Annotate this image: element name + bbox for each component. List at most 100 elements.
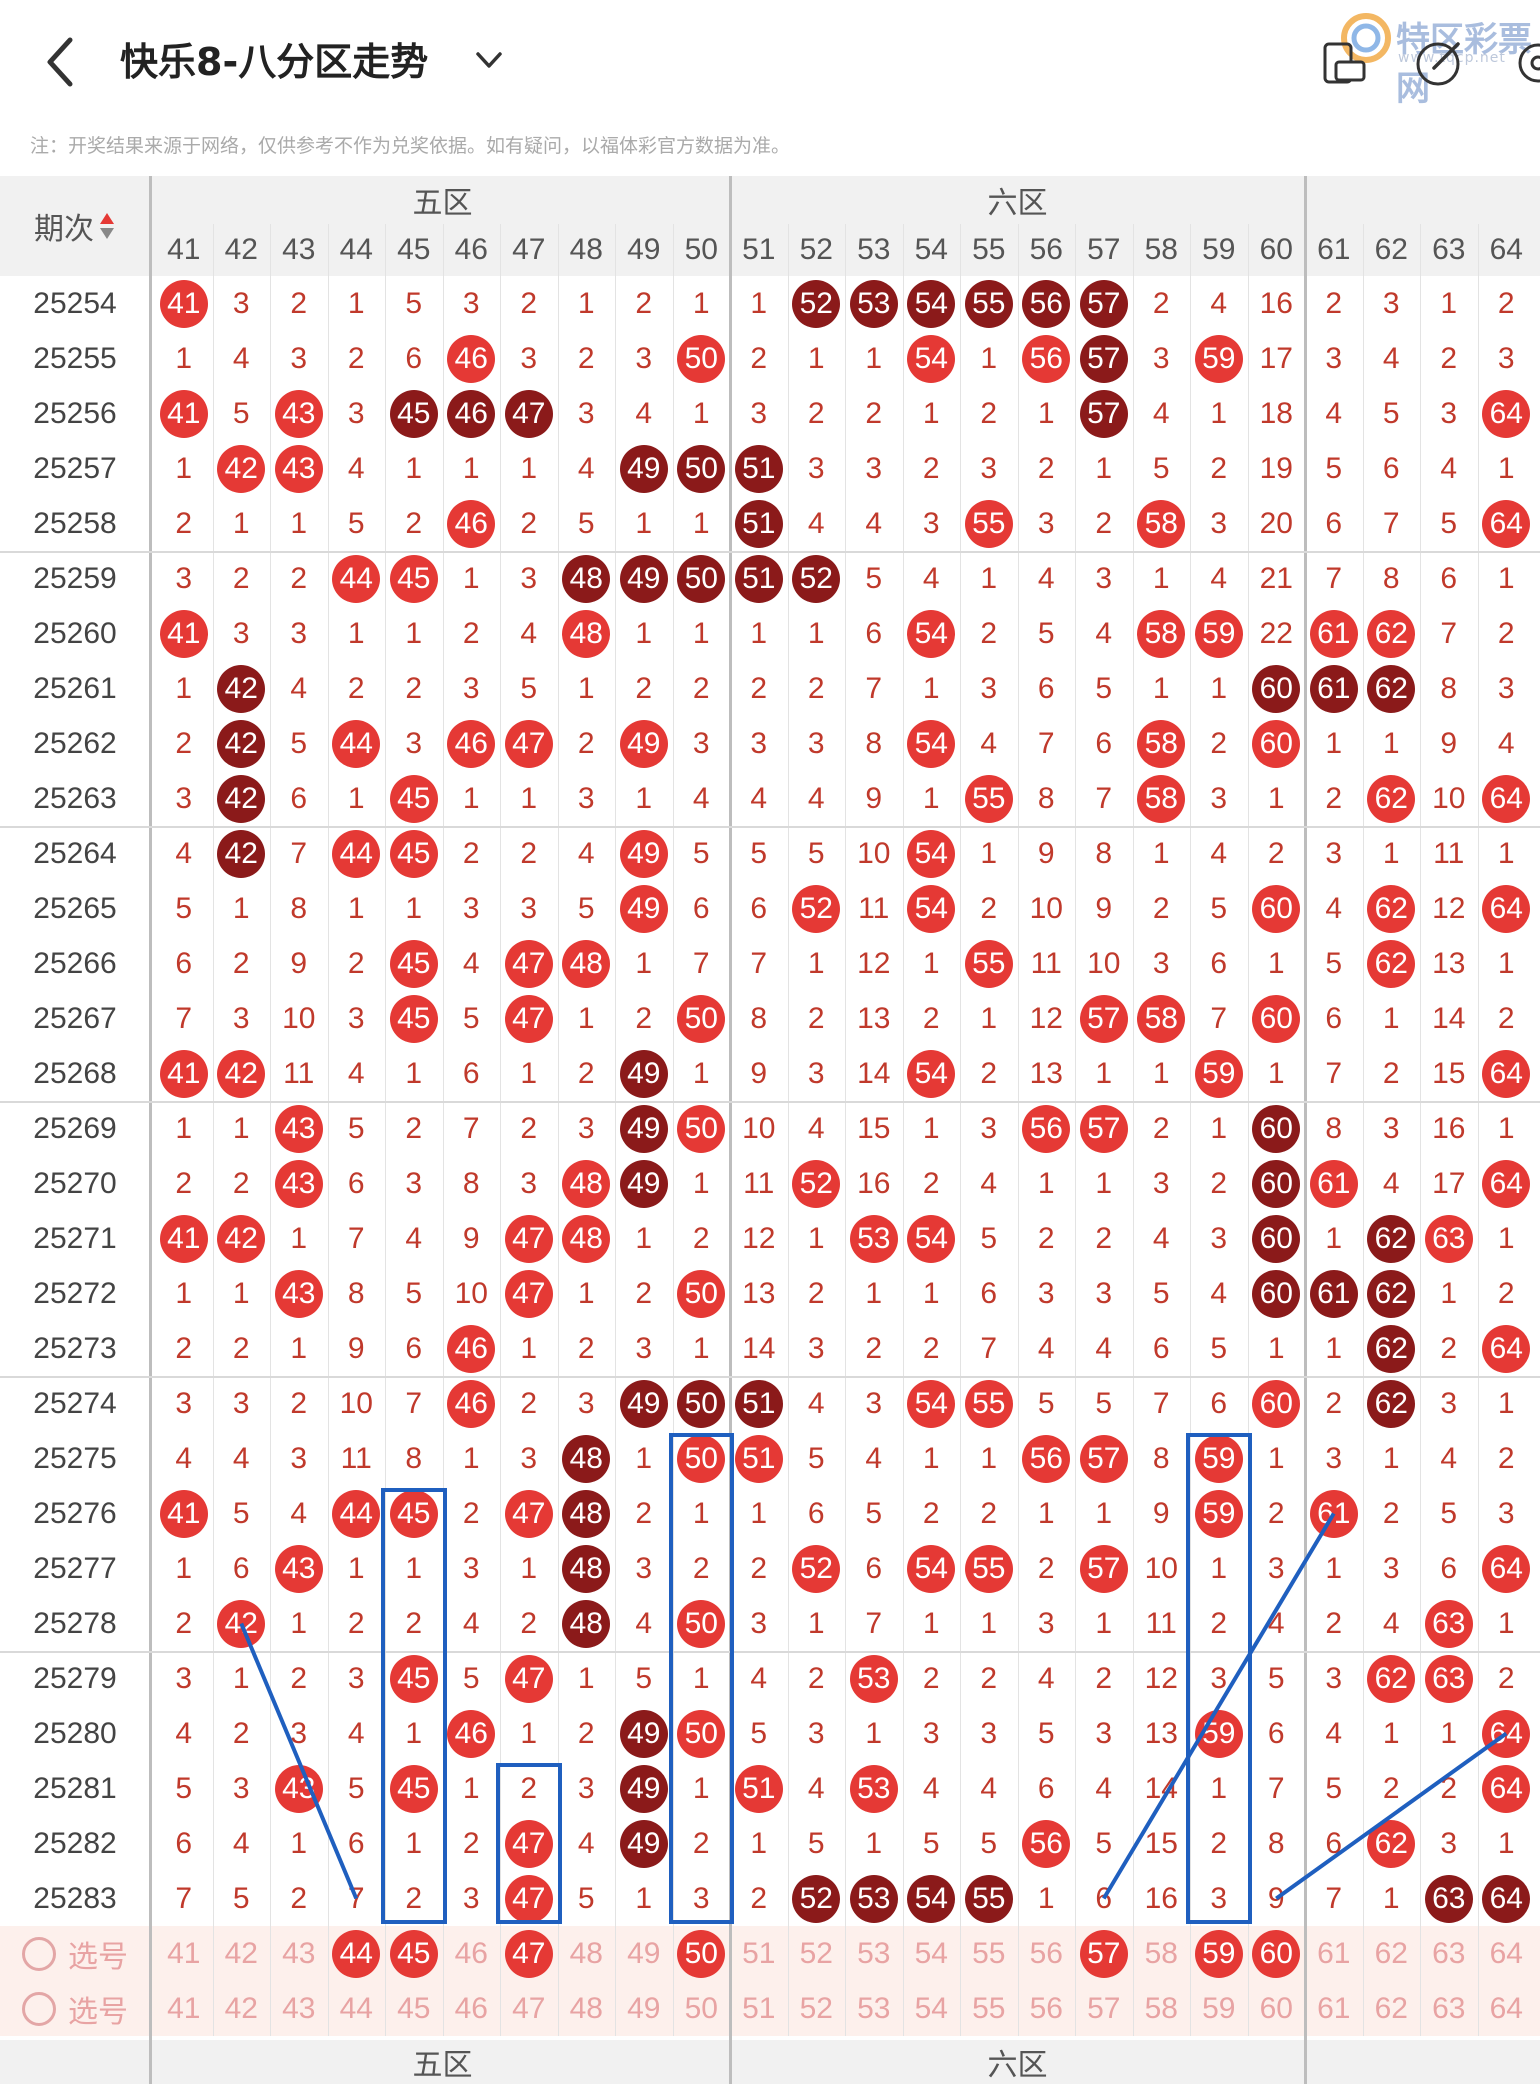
select-cell[interactable]: 44 (328, 1926, 386, 1981)
selected-ball[interactable]: 50 (677, 1929, 726, 1978)
miss-count: 4 (635, 396, 653, 430)
select-cell[interactable]: 46 (454, 1936, 488, 1970)
miss-count: 8 (1152, 1441, 1170, 1475)
select-cell[interactable]: 56 (1029, 1936, 1063, 1970)
trend-cell: 49 (615, 1046, 673, 1101)
miss-count: 9 (1267, 1881, 1285, 1915)
select-cell[interactable]: 43 (282, 1936, 316, 1970)
selected-ball[interactable]: 45 (389, 1929, 438, 1978)
miss-count: 4 (1152, 396, 1170, 430)
miss-count: 2 (750, 671, 768, 705)
select-cell[interactable]: 41 (167, 1991, 201, 2025)
select-cell[interactable]: 62 (1374, 1936, 1408, 1970)
select-cell[interactable]: 57 (1075, 1926, 1133, 1981)
miss-count: 20 (1259, 506, 1293, 540)
select-cell[interactable]: 52 (799, 1991, 833, 2025)
select-cell[interactable]: 47 (512, 1991, 546, 2025)
select-cell[interactable]: 48 (569, 1991, 603, 2025)
select-cell[interactable]: 58 (1144, 1936, 1178, 1970)
miss-count: 2 (347, 1606, 365, 1640)
selected-ball[interactable]: 44 (332, 1929, 381, 1978)
back-arrow-icon[interactable] (40, 34, 80, 90)
drawn-ball: 52 (792, 884, 841, 933)
select-cell[interactable]: 63 (1432, 1936, 1466, 1970)
trend-cell: 46 (443, 1321, 501, 1376)
selected-ball[interactable]: 59 (1194, 1929, 1243, 1978)
select-cell[interactable]: 42 (224, 1991, 258, 2025)
edit-icon[interactable] (1414, 38, 1464, 88)
select-cell[interactable]: 42 (224, 1936, 258, 1970)
miss-count: 4 (232, 1826, 250, 1860)
select-cell[interactable]: 49 (627, 1936, 661, 1970)
drawn-ball: 62 (1367, 884, 1416, 933)
select-cell[interactable]: 59 (1202, 1991, 1236, 2025)
drawn-ball: 41 (159, 1489, 208, 1538)
select-cell[interactable]: 62 (1374, 1991, 1408, 2025)
drawn-ball: 45 (389, 774, 438, 823)
select-cell[interactable]: 54 (914, 1936, 948, 1970)
select-cell[interactable]: 58 (1144, 1991, 1178, 2025)
miss-count: 7 (175, 1001, 193, 1035)
period-number: 25278 (33, 1606, 117, 1640)
select-cell[interactable]: 46 (454, 1991, 488, 2025)
trend-cell: 55 (960, 496, 1018, 551)
period-header[interactable]: 期次 (0, 176, 150, 276)
miss-count: 1 (232, 891, 250, 925)
select-radio[interactable] (22, 1991, 56, 2026)
chevron-down-icon[interactable] (474, 48, 504, 72)
trend-cell: 43 (270, 1541, 328, 1596)
miss-count: 16 (1259, 286, 1293, 320)
select-cell[interactable]: 64 (1489, 1991, 1523, 2025)
miss-count: 16 (1144, 1881, 1178, 1915)
miss-count: 3 (1152, 341, 1170, 375)
select-cell[interactable]: 41 (167, 1936, 201, 1970)
select-cell[interactable]: 51 (742, 1991, 776, 2025)
select-row-label[interactable]: 选号 (0, 1926, 150, 1981)
drawn-ball: 49 (619, 1159, 668, 1208)
select-cell[interactable]: 51 (742, 1936, 776, 1970)
selected-ball[interactable]: 47 (504, 1929, 553, 1978)
drawn-ball: 44 (332, 719, 381, 768)
select-cell[interactable]: 52 (799, 1936, 833, 1970)
miss-count: 3 (1325, 1441, 1343, 1475)
select-cell[interactable]: 44 (339, 1991, 373, 2025)
miss-count: 3 (290, 616, 308, 650)
miss-count: 1 (1152, 1056, 1170, 1090)
selected-ball[interactable]: 60 (1252, 1929, 1301, 1978)
column-divider (1075, 224, 1076, 2036)
select-cell[interactable]: 55 (972, 1991, 1006, 2025)
phone-orientation-icon[interactable] (1322, 40, 1368, 86)
select-cell[interactable]: 54 (914, 1991, 948, 2025)
select-cell[interactable]: 49 (627, 1991, 661, 2025)
settings-icon[interactable] (1514, 40, 1540, 86)
select-cell[interactable]: 45 (385, 1926, 443, 1981)
select-cell[interactable]: 47 (500, 1926, 558, 1981)
select-cell[interactable]: 59 (1190, 1926, 1248, 1981)
select-cell[interactable]: 60 (1248, 1926, 1306, 1981)
drawn-ball: 47 (504, 1654, 553, 1703)
sort-icon[interactable] (98, 211, 116, 241)
select-row-label[interactable]: 选号 (0, 1981, 150, 2036)
select-radio[interactable] (22, 1936, 56, 1971)
select-cell[interactable]: 63 (1432, 1991, 1466, 2025)
select-cell[interactable]: 55 (972, 1936, 1006, 1970)
miss-count: 5 (1152, 1276, 1170, 1310)
select-cell[interactable]: 53 (857, 1991, 891, 2025)
select-cell[interactable]: 43 (282, 1991, 316, 2025)
selected-ball[interactable]: 57 (1079, 1929, 1128, 1978)
select-cell[interactable]: 45 (397, 1991, 431, 2025)
select-cell[interactable]: 50 (684, 1991, 718, 2025)
select-cell[interactable]: 53 (857, 1936, 891, 1970)
miss-count: 3 (1037, 1276, 1055, 1310)
select-cell[interactable]: 56 (1029, 1991, 1063, 2025)
select-cell[interactable]: 57 (1087, 1991, 1121, 2025)
select-cell[interactable]: 61 (1317, 1936, 1351, 1970)
select-cell[interactable]: 61 (1317, 1991, 1351, 2025)
miss-count: 1 (405, 1551, 423, 1585)
select-cell[interactable]: 48 (569, 1936, 603, 1970)
drawn-ball: 45 (389, 1489, 438, 1538)
select-cell[interactable]: 60 (1259, 1991, 1293, 2025)
select-cell[interactable]: 64 (1489, 1936, 1523, 1970)
drawn-ball: 61 (1309, 664, 1358, 713)
select-cell[interactable]: 50 (673, 1926, 731, 1981)
